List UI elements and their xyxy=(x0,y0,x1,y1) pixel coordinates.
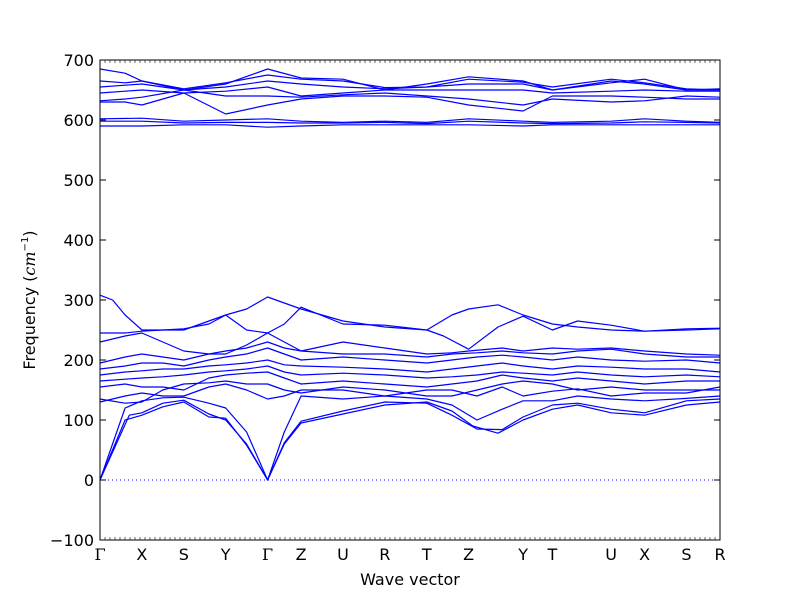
x-tick-label: Γ xyxy=(94,545,105,564)
x-tick-label: Z xyxy=(463,545,474,564)
phonon-branch-7 xyxy=(99,365,721,382)
y-tick-label: 100 xyxy=(63,411,94,430)
y-axis-title-unit: cm xyxy=(20,251,39,275)
y-axis-title: Frequency (cm−1) xyxy=(20,230,39,369)
y-axis-title-text: Frequency ( xyxy=(20,276,39,370)
y-tick-label: 200 xyxy=(63,351,94,370)
phonon-branch-1 xyxy=(99,399,721,481)
y-tick-label: 300 xyxy=(63,291,94,310)
x-tick-label: S xyxy=(179,545,189,564)
x-tick-label: Y xyxy=(220,545,231,564)
x-tick-label: Z xyxy=(296,545,307,564)
x-tick-label: U xyxy=(337,545,349,564)
phonon-branch-8 xyxy=(99,359,721,376)
y-axis-title-unit-exponent: −1 xyxy=(20,237,31,252)
y-tick-label: 0 xyxy=(84,471,94,490)
y-tick-label: 600 xyxy=(63,111,94,130)
y-axis-title-close: ) xyxy=(20,230,39,236)
phonon-branch-9 xyxy=(99,347,721,370)
phonon-branch-13 xyxy=(99,294,721,350)
plot-frame xyxy=(99,59,721,541)
y-tick-label: −100 xyxy=(50,531,94,550)
x-tick-label: Y xyxy=(517,545,528,564)
x-tick-label: T xyxy=(547,545,558,564)
phonon-branch-6 xyxy=(99,371,720,391)
y-tick-label: 700 xyxy=(63,51,94,70)
phonon-branch-11 xyxy=(99,332,721,356)
phonon-branch-3 xyxy=(99,395,721,481)
phonon-branch-17 xyxy=(100,92,720,115)
phonon-branch-5 xyxy=(99,380,720,404)
y-tick-label: 500 xyxy=(63,171,94,190)
x-tick-label: X xyxy=(639,545,650,564)
phonon-branch-15 xyxy=(100,120,721,125)
y-tick-label: 400 xyxy=(63,231,94,250)
x-tick-label: X xyxy=(136,545,147,564)
x-axis-title: Wave vector xyxy=(360,570,460,589)
phonon-branch-10 xyxy=(99,341,720,364)
phonon-branch-2 xyxy=(99,398,721,481)
x-tick-label: S xyxy=(681,545,691,564)
phonon-branch-22 xyxy=(99,68,721,91)
phonon-branch-21 xyxy=(99,74,721,91)
x-tick-label: U xyxy=(605,545,617,564)
x-tick-label: T xyxy=(421,545,432,564)
x-tick-label: R xyxy=(714,545,725,564)
x-tick-label: Γ xyxy=(262,545,273,564)
plot-content xyxy=(99,68,721,481)
phonon-branch-16 xyxy=(99,117,721,123)
phonon-branch-14 xyxy=(100,124,720,128)
x-tick-label: R xyxy=(379,545,390,564)
